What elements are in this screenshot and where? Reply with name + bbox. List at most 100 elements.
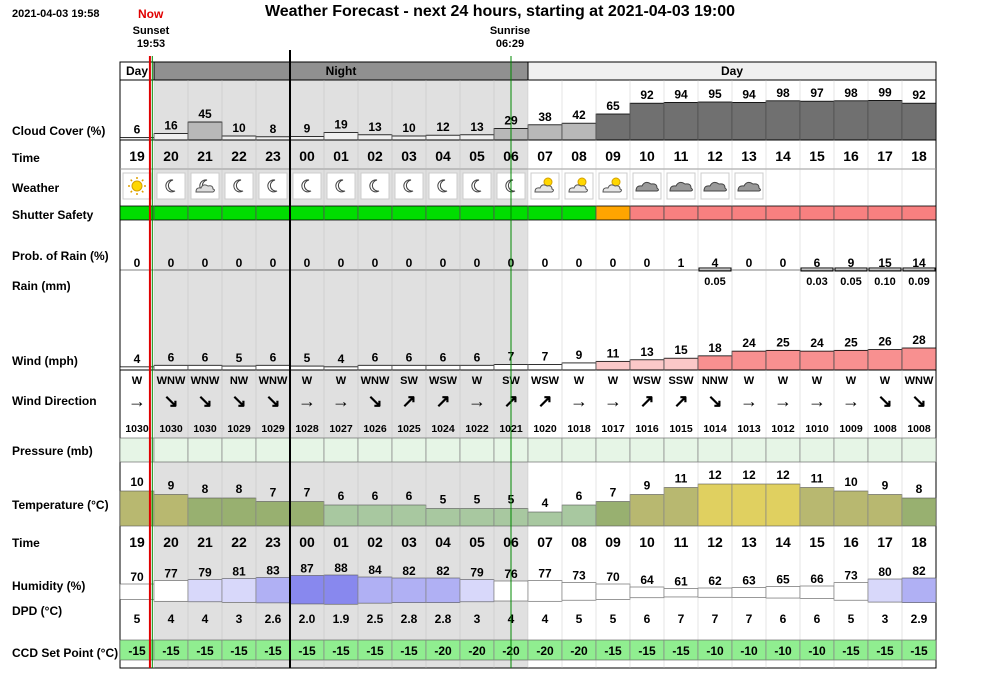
ccd-value: -20 — [434, 644, 452, 658]
cloud-bar — [765, 100, 801, 141]
temp-value: 12 — [742, 468, 756, 482]
pressure-value: 1029 — [261, 423, 285, 435]
rain-bar — [834, 267, 868, 272]
prob-rain-value: 4 — [712, 256, 719, 270]
prob-rain-value: 0 — [304, 256, 311, 270]
pressure-cell — [323, 437, 359, 463]
wind-dir-label: W — [472, 375, 483, 387]
moon-crescent — [233, 179, 244, 193]
temp-bar — [289, 501, 325, 527]
period-label-night: Night — [326, 64, 357, 78]
dpd-value: 3 — [474, 612, 481, 626]
pressure-cell — [425, 437, 461, 463]
humidity-value: 70 — [606, 570, 620, 584]
time-label: 22 — [231, 148, 247, 164]
humidity-value: 77 — [164, 567, 178, 581]
temp-value: 12 — [708, 468, 722, 482]
wind-dir-arrow: ↗ — [401, 391, 416, 411]
wind-dir-label: SSW — [668, 375, 694, 387]
wind-value: 15 — [674, 343, 688, 357]
cloud-value: 94 — [674, 87, 688, 101]
temp-bar — [901, 497, 937, 527]
wind-bar — [459, 364, 495, 371]
ccd-value: -15 — [298, 644, 316, 658]
weather-cell — [462, 172, 492, 200]
pressure-cell — [153, 437, 189, 463]
shutter-cell — [425, 205, 461, 221]
pressure-value: 1029 — [227, 423, 251, 435]
temp-bar — [799, 487, 835, 527]
sun-icon — [128, 177, 146, 195]
wind-value: 28 — [912, 333, 926, 347]
prob-rain-value: 0 — [202, 256, 209, 270]
ccd-value: -15 — [230, 644, 248, 658]
humidity-bar — [697, 587, 733, 598]
sun-disc — [131, 180, 143, 192]
time-label: 05 — [469, 148, 485, 164]
time-label: 05 — [469, 534, 485, 550]
time-label: 11 — [674, 534, 689, 550]
time-label: 13 — [741, 148, 757, 164]
wind-dir-label: SW — [400, 375, 418, 387]
cloud-bar — [663, 102, 699, 141]
ccd-value: -15 — [604, 644, 622, 658]
cloud-value: 13 — [368, 120, 382, 134]
cloud-value: 98 — [776, 86, 790, 100]
wind-bar — [153, 364, 189, 371]
cloud-puff — [737, 181, 761, 192]
cloud-bar — [391, 135, 427, 141]
shutter-cell — [527, 205, 563, 221]
wind-value: 6 — [406, 350, 413, 364]
row-label-pressure: Pressure (mb) — [12, 444, 93, 458]
ccd-value: -10 — [808, 644, 826, 658]
time-label: 02 — [367, 534, 383, 550]
shutter-cell — [595, 205, 631, 221]
temp-value: 10 — [844, 475, 858, 489]
humidity-value: 77 — [538, 567, 552, 581]
ccd-value: -15 — [910, 644, 928, 658]
dpd-value: 3 — [882, 612, 889, 626]
time-label: 23 — [265, 148, 281, 164]
time-label: 21 — [197, 148, 213, 164]
shutter-cell — [629, 205, 665, 221]
time-label: 16 — [843, 534, 859, 550]
shutter-cell — [323, 205, 359, 221]
cloud-icon — [703, 181, 727, 192]
ccd-value: -15 — [196, 644, 214, 658]
cloud-value: 45 — [198, 107, 212, 121]
timestamp: 2021-04-03 19:58 — [12, 8, 100, 20]
pressure-value: 1022 — [465, 423, 489, 435]
wind-dir-arrow: → — [842, 391, 860, 411]
moon-crescent — [301, 179, 312, 193]
page-title: Weather Forecast - next 24 hours, starti… — [264, 3, 736, 20]
temp-bar — [119, 490, 155, 527]
row-label-weather: Weather — [12, 181, 59, 195]
time-label: 14 — [775, 148, 791, 164]
wind-dir-label: WNW — [259, 375, 288, 387]
row-label-rain: Rain (mm) — [12, 279, 71, 293]
sun-ray — [141, 179, 144, 182]
time-label: 23 — [265, 534, 281, 550]
humidity-bar — [561, 582, 597, 601]
pressure-cell — [255, 437, 291, 463]
prob-rain-value: 0 — [474, 256, 481, 270]
shutter-cell — [119, 205, 155, 221]
shutter-cell — [731, 205, 767, 221]
row-label-shutter: Shutter Safety — [12, 208, 94, 222]
ccd-value: -10 — [774, 644, 792, 658]
cloud-bar — [731, 102, 767, 141]
pressure-cell — [629, 437, 665, 463]
moon-icon — [437, 179, 448, 193]
pressure-cell — [357, 437, 393, 463]
cloud-value: 16 — [164, 119, 178, 133]
dpd-value: 7 — [678, 612, 685, 626]
cloud-bar — [153, 133, 189, 141]
dpd-value: 2.9 — [911, 612, 928, 626]
temp-bar — [221, 497, 257, 527]
humidity-bar — [799, 585, 835, 599]
pressure-cell — [867, 437, 903, 463]
cloud-bar — [289, 135, 325, 141]
dpd-value: 6 — [780, 612, 787, 626]
humidity-bar — [425, 577, 461, 603]
prob-rain-value: 0 — [780, 256, 787, 270]
